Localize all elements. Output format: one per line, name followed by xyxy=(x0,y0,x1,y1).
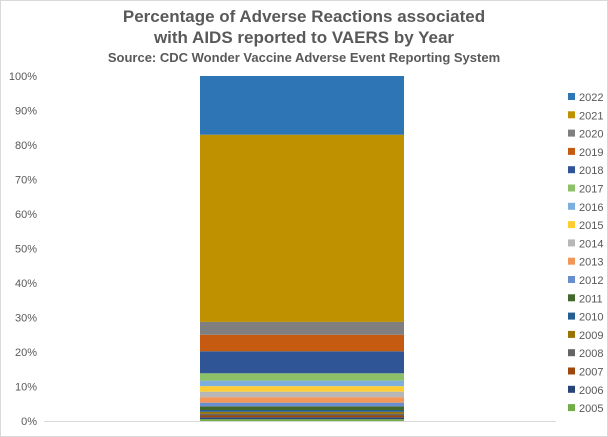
bar-segment-2021 xyxy=(200,134,404,322)
legend-label-2021: 2021 xyxy=(579,110,603,122)
legend-swatch-2009 xyxy=(568,330,575,338)
legend-label-2018: 2018 xyxy=(579,165,603,177)
legend-swatch-2014 xyxy=(568,239,575,247)
legend-swatch-2011 xyxy=(568,294,575,302)
legend-label-2020: 2020 xyxy=(579,129,603,141)
legend-label-2012: 2012 xyxy=(579,275,603,287)
y-tick-label: 70% xyxy=(15,175,37,187)
y-tick-label: 10% xyxy=(15,382,37,394)
chart-subtitle: Source: CDC Wonder Vaccine Adverse Event… xyxy=(107,50,501,65)
chart-title-line-2: with AIDS reported to VAERS by Year xyxy=(153,28,455,47)
y-tick-label: 60% xyxy=(15,209,37,221)
legend: 2022 2021 2020 2019 2018 2017 2016 2015 2014 2013… xyxy=(568,92,603,415)
legend-label-2009: 2009 xyxy=(579,330,603,342)
legend-label-2008: 2008 xyxy=(579,348,603,360)
legend-swatch-2010 xyxy=(568,312,575,320)
bar-segment-2008 xyxy=(200,413,404,416)
legend-swatch-2008 xyxy=(568,349,575,357)
stacked-bar xyxy=(200,76,404,421)
legend-swatch-2006 xyxy=(568,385,575,393)
legend-swatch-2005 xyxy=(568,404,575,412)
bar-segment-2009 xyxy=(200,411,404,414)
legend-label-2015: 2015 xyxy=(579,220,603,232)
legend-label-2014: 2014 xyxy=(579,238,603,250)
legend-label-2006: 2006 xyxy=(579,385,603,397)
legend-swatch-2012 xyxy=(568,276,575,283)
y-axis: 0% 10% 20% 30% 40% 50% 60% 70% 80% 90% 100% xyxy=(9,71,37,428)
y-tick-label: 40% xyxy=(15,278,37,290)
chart-title-block: Percentage of Adverse Reactions associat… xyxy=(0,6,608,67)
y-tick-label: 20% xyxy=(15,347,37,359)
legend-swatch-2015 xyxy=(568,221,575,229)
bar-segment-2015 xyxy=(200,386,404,392)
legend-swatch-2007 xyxy=(568,367,575,375)
bar-segment-2019 xyxy=(200,334,404,352)
bar-segment-2020 xyxy=(200,321,404,335)
bar-segment-2011 xyxy=(200,406,404,410)
y-tick-label: 30% xyxy=(15,313,37,325)
legend-label-2022: 2022 xyxy=(579,92,603,104)
legend-swatch-2016 xyxy=(568,202,575,210)
legend-label-2010: 2010 xyxy=(579,312,603,324)
legend-swatch-2020 xyxy=(568,129,575,137)
bar-segment-2018 xyxy=(200,351,404,374)
bar-segment-2013 xyxy=(200,397,404,403)
y-tick-label: 90% xyxy=(15,106,37,118)
y-tick-label: 100% xyxy=(9,71,37,83)
legend-swatch-2013 xyxy=(568,257,575,265)
legend-label-2007: 2007 xyxy=(579,367,603,379)
legend-label-2016: 2016 xyxy=(579,202,603,214)
bar-segment-2017 xyxy=(200,373,404,381)
legend-swatch-2018 xyxy=(568,166,575,174)
legend-label-2011: 2011 xyxy=(579,293,603,305)
chart-title-line-1: Percentage of Adverse Reactions associat… xyxy=(122,7,486,26)
legend-label-2019: 2019 xyxy=(579,147,603,159)
y-tick-label: 0% xyxy=(21,416,37,428)
legend-swatch-2021 xyxy=(568,111,575,119)
bar-segment-2007 xyxy=(200,415,404,418)
legend-swatch-2019 xyxy=(568,147,575,155)
legend-swatch-2017 xyxy=(568,184,575,192)
legend-label-2005: 2005 xyxy=(579,403,603,415)
legend-label-2013: 2013 xyxy=(579,257,603,269)
y-tick-label: 80% xyxy=(15,140,37,152)
bar-segment-2022 xyxy=(200,76,404,135)
bar-segment-2010 xyxy=(200,409,404,412)
legend-swatch-2022 xyxy=(568,93,575,100)
bar-segment-2016 xyxy=(200,380,404,387)
legend-label-2017: 2017 xyxy=(579,184,603,196)
bar-segment-2005 xyxy=(200,419,404,421)
bar-segment-2006 xyxy=(200,417,404,420)
bar-segment-2014 xyxy=(200,391,404,398)
bar-segment-2012 xyxy=(200,402,404,407)
y-tick-label: 50% xyxy=(15,244,37,256)
